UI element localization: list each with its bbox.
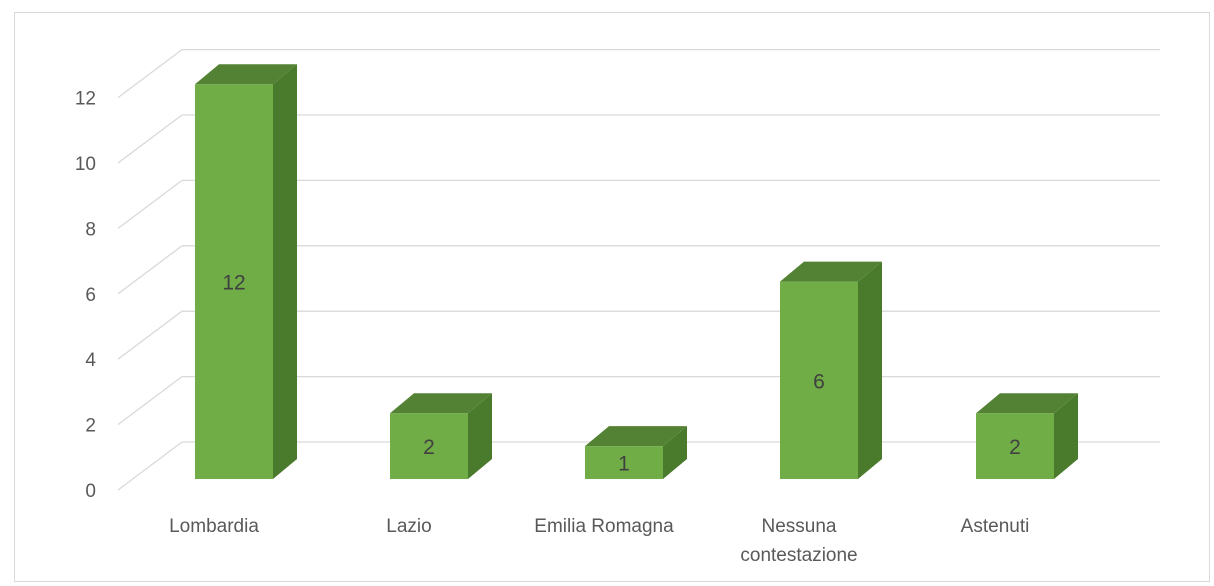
category-label: Astenuti bbox=[961, 516, 1030, 537]
x-axis-categories: Lombardia Lazio Emilia Romagna Nessuna conte… bbox=[169, 516, 1029, 566]
gridline-slant bbox=[117, 310, 183, 360]
y-tick-label: 12 bbox=[75, 89, 96, 110]
bars bbox=[195, 64, 1078, 479]
gridline-slant bbox=[117, 245, 183, 295]
category-label: Nessuna contestazione bbox=[740, 516, 857, 566]
bar-side bbox=[273, 64, 297, 479]
y-tick-label: 2 bbox=[85, 416, 96, 437]
data-labels: 12 2 1 6 2 bbox=[222, 272, 1021, 476]
category-label: Lazio bbox=[386, 516, 431, 537]
gridline-slant bbox=[117, 441, 183, 491]
gridline-slant bbox=[117, 114, 183, 164]
gridline-slant bbox=[117, 179, 183, 229]
bar bbox=[195, 64, 297, 479]
data-label: 6 bbox=[813, 370, 825, 393]
y-tick-label: 8 bbox=[85, 219, 96, 240]
bar-top bbox=[976, 393, 1078, 414]
bar-front bbox=[585, 446, 663, 479]
bar bbox=[780, 261, 882, 479]
category-label: Emilia Romagna bbox=[534, 516, 674, 537]
gridline-slant bbox=[117, 49, 183, 99]
bar-top bbox=[195, 64, 297, 85]
bar-front bbox=[195, 84, 273, 479]
y-axis-ticks: 0 2 4 6 8 10 12 bbox=[75, 89, 97, 502]
bar-front bbox=[780, 281, 858, 479]
bar bbox=[585, 426, 687, 479]
bar-top bbox=[780, 261, 882, 282]
data-label: 2 bbox=[1009, 436, 1021, 459]
bar-front bbox=[976, 413, 1054, 479]
bar-top bbox=[585, 426, 687, 447]
bar-side bbox=[663, 426, 687, 479]
y-tick-label: 10 bbox=[75, 154, 96, 175]
bar-front bbox=[390, 413, 468, 479]
data-label: 2 bbox=[423, 436, 435, 459]
bar bbox=[976, 393, 1078, 479]
y-tick-label: 6 bbox=[85, 285, 96, 306]
y-tick-label: 4 bbox=[85, 350, 96, 371]
data-label: 12 bbox=[222, 272, 245, 295]
y-tick-label: 0 bbox=[85, 481, 96, 502]
gridlines bbox=[117, 48, 1160, 491]
bar-side bbox=[858, 261, 882, 479]
data-label: 1 bbox=[618, 453, 630, 476]
category-label: Lombardia bbox=[169, 516, 259, 537]
gridline-slant bbox=[117, 376, 183, 426]
bar-side bbox=[468, 393, 492, 479]
bar-top bbox=[390, 393, 492, 414]
bar bbox=[390, 393, 492, 479]
bar-side bbox=[1054, 393, 1078, 479]
